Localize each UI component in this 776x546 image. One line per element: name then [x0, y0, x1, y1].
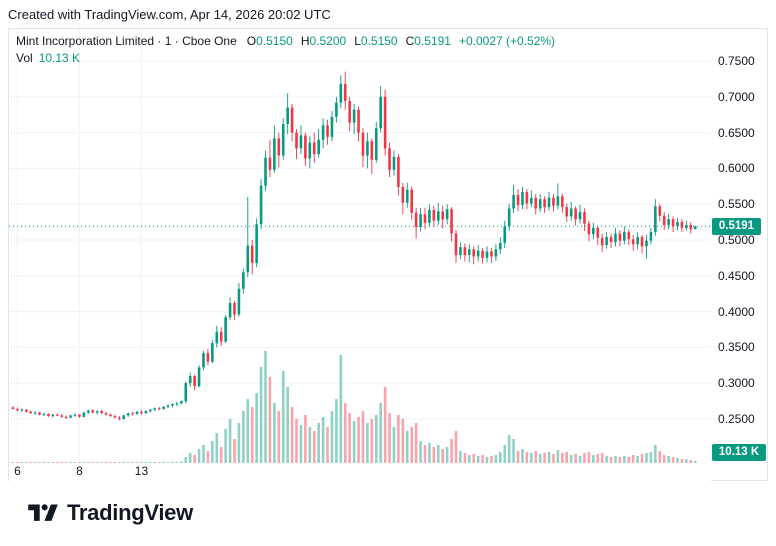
- candlesticks: [11, 71, 697, 421]
- price-tick-label: 0.4500: [718, 268, 755, 283]
- chart-canvas[interactable]: [9, 29, 711, 463]
- time-axis[interactable]: 6 8 13: [9, 463, 711, 481]
- price-tick-label: 0.7500: [718, 54, 755, 68]
- price-tick-label: 0.7000: [718, 89, 755, 104]
- volume-legend: Vol 10.13 K: [16, 51, 80, 65]
- price-tick-label: 0.5000: [718, 233, 755, 247]
- change-readout: +0.0027 (+0.52%): [458, 34, 556, 48]
- volume-value: 10.13 K: [38, 51, 81, 65]
- tradingview-branding[interactable]: TradingView: [28, 500, 193, 526]
- price-tick-label: 0.5500: [718, 197, 755, 212]
- price-tick-label: 0.3500: [718, 340, 755, 355]
- chart-plot-area[interactable]: [9, 29, 711, 463]
- open-readout: O0.5150: [246, 34, 293, 48]
- time-tick-label: 13: [134, 464, 149, 478]
- price-tick-label: 0.6000: [718, 161, 755, 176]
- symbol-legend: Mint Incorporation Limited · 1 · Cboe On…: [16, 34, 555, 48]
- price-tick-label: 0.6500: [718, 125, 755, 140]
- price-tick-label: 0.2500: [718, 412, 755, 426]
- tradingview-logo-text: TradingView: [67, 500, 193, 525]
- price-axis[interactable]: 0.5191 10.13 K 0.7500 0.7000 0.6500 0.6000 0…: [711, 29, 767, 463]
- close-readout: C0.5191: [405, 34, 451, 48]
- time-tick-label: 8: [76, 464, 83, 478]
- price-tick-label: 0.4000: [718, 304, 755, 319]
- low-readout: L0.5150: [354, 34, 398, 48]
- symbol-title: Mint Incorporation Limited · 1 · Cboe On…: [16, 34, 237, 48]
- attribution-text: Created with TradingView.com, Apr 14, 20…: [8, 7, 331, 22]
- chart-widget: Mint Incorporation Limited · 1 · Cboe On…: [8, 28, 768, 481]
- high-readout: H0.5200: [300, 34, 347, 48]
- grid-lines: [9, 29, 711, 463]
- price-tick-label: 0.3000: [718, 376, 755, 391]
- last-price-badge: 0.5191: [712, 217, 761, 235]
- volume-label: Vol: [16, 51, 33, 65]
- last-volume-badge: 10.13 K: [712, 444, 766, 461]
- tradingview-logo-icon: [28, 503, 58, 521]
- volume-bars: [11, 351, 697, 463]
- time-tick-label: 6: [14, 464, 21, 478]
